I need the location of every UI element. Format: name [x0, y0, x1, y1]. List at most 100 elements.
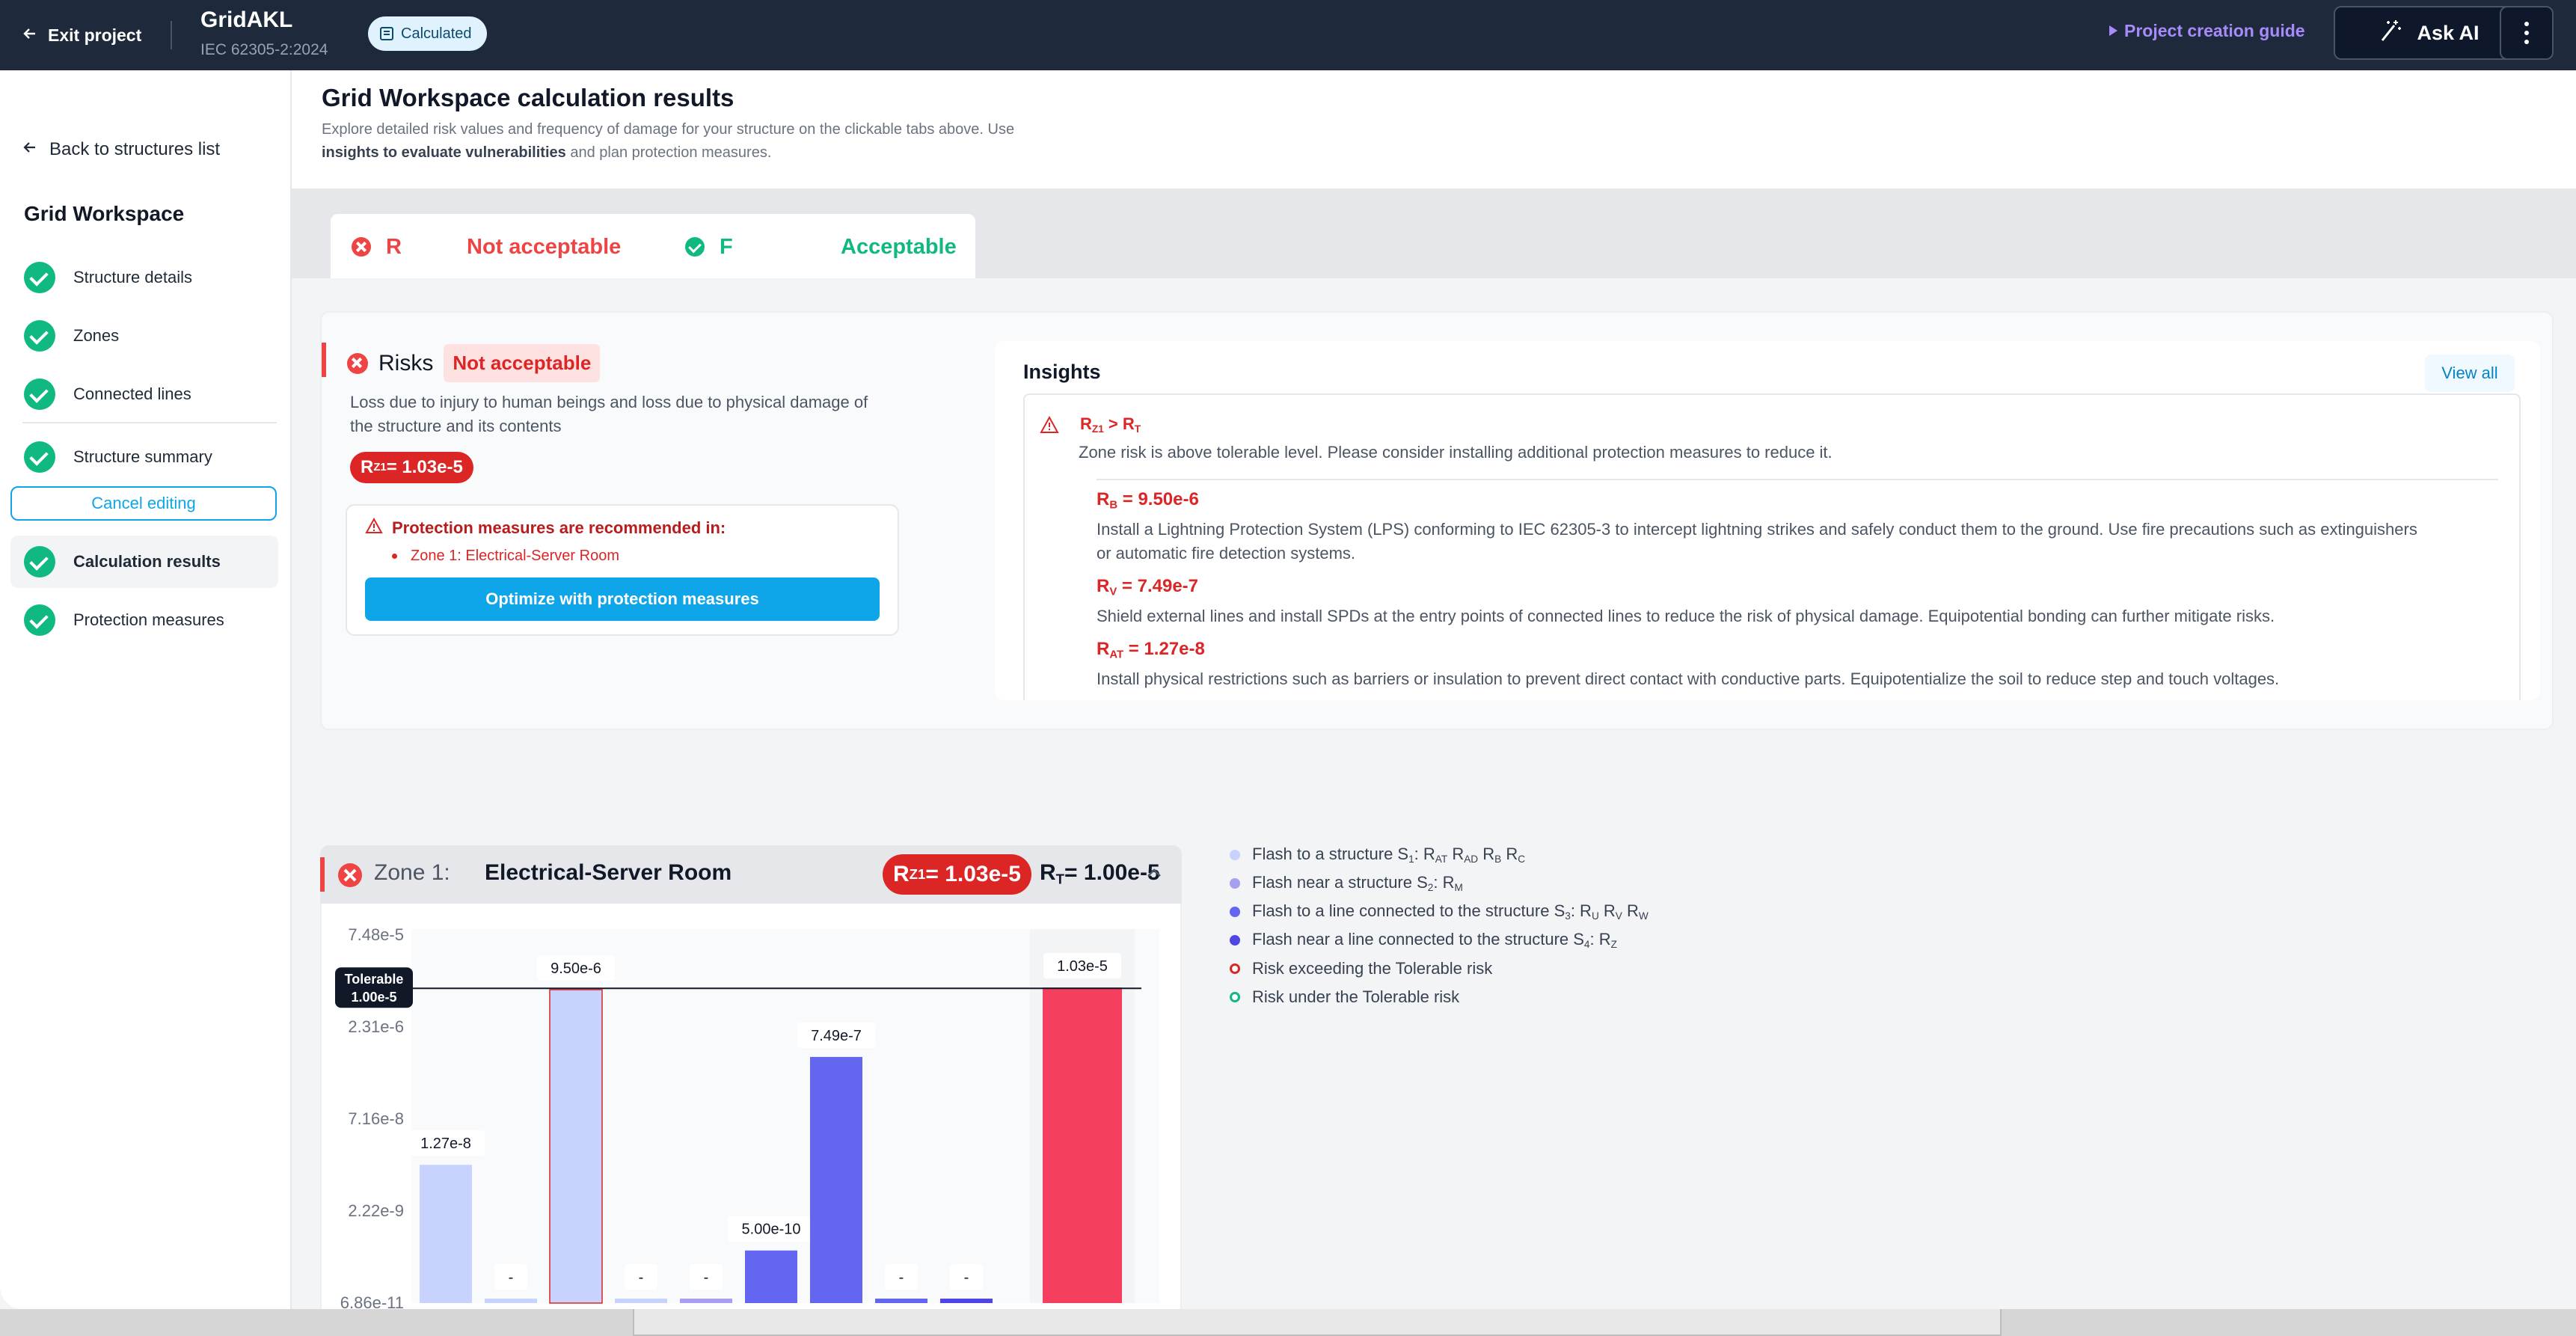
legend-swatch — [1230, 935, 1240, 946]
insight-heading: RZ1 > RT — [1080, 414, 1141, 435]
tab-key: R — [386, 234, 402, 259]
value-label: 1.27e-8 — [420, 1136, 471, 1152]
sidebar-step-zones[interactable]: Zones — [10, 310, 278, 362]
cancel-editing-button[interactable]: Cancel editing — [10, 486, 277, 521]
chart-bar — [875, 1299, 927, 1303]
risks-header: Risks Not acceptable — [347, 344, 601, 382]
chart-bar — [485, 1299, 537, 1303]
step-label: Structure details — [73, 268, 192, 286]
project-name: GridAKL — [200, 7, 293, 32]
legend-swatch — [1230, 963, 1240, 974]
zone-rt-text: = 1.00e-5 — [1064, 860, 1160, 885]
desc-text: Explore detailed risk values and frequen… — [322, 121, 1015, 138]
value-label-box — [625, 1264, 657, 1290]
legend-label: Risk under the Tolerable risk — [1252, 987, 1460, 1006]
insight-value: = 7.49e-7 — [1117, 576, 1199, 596]
warning-triangle-icon — [365, 517, 383, 539]
legend-item: Risk exceeding the Tolerable risk — [1230, 954, 1649, 983]
desc-bold: insights to evaluate vulnerabilities — [322, 144, 566, 161]
project-creation-guide-link[interactable]: Project creation guide — [2108, 21, 2305, 41]
risks-status-badge: Not acceptable — [444, 344, 601, 382]
sidebar-step-calculation-results[interactable]: Calculation results — [10, 536, 278, 588]
zone-rt-value: RT= 1.00e-5 — [1040, 860, 1160, 887]
value-label-box — [537, 955, 615, 981]
insight-sub: AT — [1109, 649, 1124, 661]
legend-swatch — [1230, 850, 1240, 860]
sidebar-step-protection-measures[interactable]: Protection measures — [10, 594, 278, 646]
optimize-button[interactable]: Optimize with protection measures — [365, 577, 880, 621]
value-label-box — [407, 1130, 485, 1156]
warning-triangle-icon — [1040, 415, 1059, 438]
error-circle-icon — [352, 237, 371, 257]
sidebar-step-structure-summary[interactable]: Structure summary — [10, 431, 278, 483]
main-panel: Grid Workspace calculation results Explo… — [292, 70, 2576, 1309]
risks-card: Risks Not acceptable Loss due to injury … — [320, 311, 2554, 730]
tolerable-badge — [335, 967, 413, 1008]
top-bar: Exit project GridAKL IEC 62305-2:2024 Ca… — [0, 0, 2576, 70]
zone-rz-badge: R Z1 = 1.03e-5 — [883, 854, 1031, 895]
insight-value-rv: RV = 7.49e-7 — [1097, 576, 1199, 598]
kebab-dot-icon — [2524, 31, 2529, 35]
more-options-button[interactable] — [2500, 6, 2554, 60]
kebab-dot-icon — [2524, 22, 2529, 26]
guide-label: Project creation guide — [2124, 21, 2305, 40]
kebab-dot-icon — [2524, 40, 2529, 44]
risks-description: Loss due to injury to human beings and l… — [350, 393, 868, 435]
view-all-button[interactable]: View all — [2425, 355, 2515, 392]
value-label-box — [690, 1264, 723, 1290]
insight-text: Shield external lines and install SPDs a… — [1097, 607, 2275, 625]
legend-item: Risk under the Tolerable risk — [1230, 983, 1649, 1011]
value-label-box — [1043, 953, 1121, 979]
chevron-up-icon[interactable] — [1144, 863, 1164, 886]
check-circle-icon — [24, 379, 55, 410]
divider — [22, 422, 277, 423]
chart-bar — [1043, 987, 1122, 1303]
sidebar-step-connected-lines[interactable]: Connected lines — [10, 368, 278, 420]
exit-project-button[interactable]: Exit project — [22, 19, 141, 51]
insight-value: = 1.27e-8 — [1123, 639, 1205, 659]
back-to-structures-link[interactable]: Back to structures list — [22, 139, 220, 160]
tolerable-value: 1.00e-5 — [351, 990, 396, 1005]
zone-header[interactable]: Zone 1: Electrical-Server Room R Z1 = 1.03… — [320, 845, 1182, 904]
check-circle-icon — [24, 604, 55, 636]
legend-label: Flash near a structure S2: RM — [1252, 873, 1463, 894]
page-description: Explore detailed risk values and frequen… — [322, 118, 1040, 165]
chart-bar — [940, 1299, 993, 1303]
y-tick-label: 7.48e-5 — [348, 925, 404, 944]
value-label: - — [704, 1269, 709, 1286]
ask-ai-button[interactable]: Ask AI — [2334, 6, 2524, 60]
chart-bar — [420, 1165, 472, 1303]
play-icon — [2108, 21, 2118, 41]
exit-project-label: Exit project — [48, 25, 142, 45]
legend-item: Flash near a line connected to the struc… — [1230, 926, 1649, 954]
value-label: - — [899, 1269, 904, 1286]
legend-swatch — [1230, 878, 1240, 889]
sidebar-step-structure-details[interactable]: Structure details — [10, 251, 278, 304]
insight-sub: B — [1109, 499, 1118, 512]
protection-zone-link[interactable]: Zone 1: Electrical-Server Room — [392, 548, 619, 565]
status-badge: Calculated — [368, 16, 487, 51]
tab-f[interactable]: F Acceptable — [664, 214, 975, 280]
protection-recommendation-box: Protection measures are recommended in: … — [346, 504, 899, 636]
value-label: - — [639, 1269, 644, 1286]
step-label: Structure summary — [73, 447, 212, 466]
value-label-box — [885, 1264, 918, 1290]
zone-label: Zone 1: — [374, 860, 450, 885]
divider — [171, 21, 172, 49]
insight-text: Install a Lightning Protection System (L… — [1097, 520, 2417, 563]
chart-bar — [549, 989, 603, 1304]
zone-rz-value: = 1.03e-5 — [925, 862, 1021, 886]
status-badge-label: Calculated — [401, 25, 472, 42]
step-label: Zones — [73, 326, 120, 345]
protection-zone-label: Zone 1: Electrical-Server Room — [411, 548, 619, 564]
legend-item: Flash near a structure S2: RM — [1230, 869, 1649, 898]
check-circle-icon — [24, 262, 55, 293]
protection-title-text: Protection measures are recommended in: — [392, 518, 726, 537]
project-standard: IEC 62305-2:2024 — [200, 41, 328, 58]
calculator-icon — [380, 27, 393, 40]
tolerable-label: Tolerable — [345, 972, 404, 987]
check-circle-icon — [685, 237, 705, 257]
value-label: - — [964, 1269, 969, 1286]
tab-status: Not acceptable — [467, 234, 622, 259]
value-label: 1.03e-5 — [1057, 958, 1108, 975]
